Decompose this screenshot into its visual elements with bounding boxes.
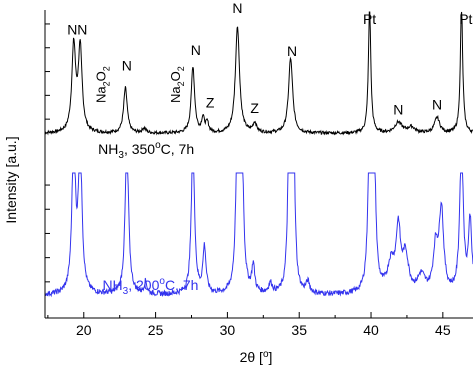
bottom-panel: NH3, 200oC, 7h	[44, 172, 473, 298]
peak-annotation: Na2O2	[168, 66, 186, 103]
peak-annotation: N	[432, 97, 442, 113]
x-axis-label: 2θ [o]	[240, 349, 273, 365]
peak-annotation: N	[393, 101, 403, 117]
x-tick-label: 20	[76, 322, 92, 338]
series-label: NH3, 200oC, 7h	[102, 276, 198, 297]
peak-annotation: Z	[250, 100, 259, 116]
series-label: NH3, 350oC, 7h	[98, 140, 194, 161]
series-line	[44, 11, 473, 136]
peak-annotation: N	[122, 57, 132, 73]
peak-annotation: NN	[67, 22, 87, 38]
peak-annotation: N	[287, 43, 297, 59]
y-axis-label: Intensity [a.u.]	[3, 136, 19, 223]
series-line	[44, 172, 473, 298]
x-tick-label: 45	[435, 322, 451, 338]
axes: 20 25 30 35 40 45	[44, 10, 473, 338]
x-tick-label: 35	[291, 322, 307, 338]
peak-annotation: N	[191, 42, 201, 58]
peak-annotation: Pt	[363, 11, 376, 27]
x-tick-label: 30	[220, 322, 236, 338]
x-tick-label: 25	[148, 322, 164, 338]
x-tick-label: 40	[363, 322, 379, 338]
peak-annotation: Pt	[459, 11, 472, 27]
peak-annotation: Na2O2	[93, 66, 111, 103]
peak-annotation: Z	[206, 94, 215, 110]
peak-annotation: N	[232, 0, 242, 16]
